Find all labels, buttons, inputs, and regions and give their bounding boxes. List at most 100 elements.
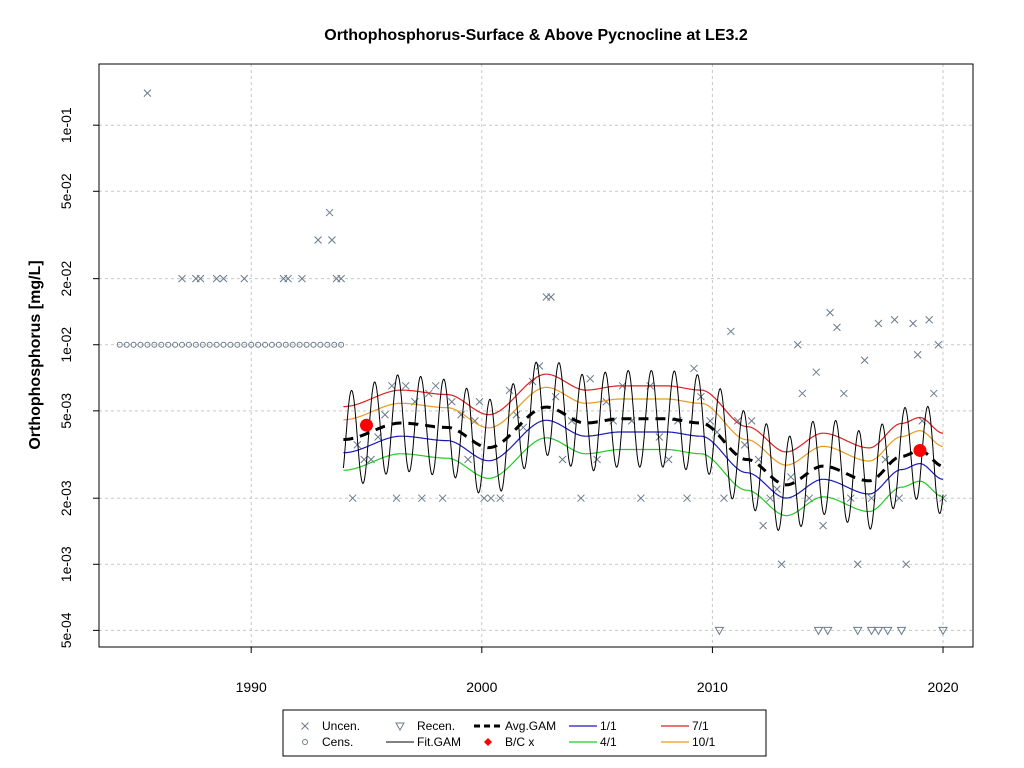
uncensored-point	[766, 494, 774, 503]
censored-point	[206, 341, 213, 348]
curve-10-1	[343, 386, 944, 466]
uncensored-point	[664, 455, 673, 464]
uncensored-point	[388, 381, 396, 390]
censored-point	[282, 341, 289, 348]
uncensored-point	[325, 208, 334, 217]
legend-item: Avg.GAM	[474, 719, 556, 733]
recensored-point	[896, 626, 907, 636]
avg-gam-curve	[343, 405, 943, 487]
grid	[99, 64, 973, 647]
uncensored-point	[381, 410, 389, 419]
legend-label: Avg.GAM	[505, 719, 556, 733]
y-axis: 5e-04 1e-03 2e-03 5e-03 1e-02 2e-02 5e-02 1e-01	[58, 107, 99, 648]
uncensored-point	[655, 433, 664, 441]
gam-curves	[342, 361, 944, 532]
bc-markers	[360, 418, 927, 457]
uncensored-point	[740, 440, 749, 449]
y-tick-label: 1e-01	[58, 107, 74, 143]
uncensored-point	[457, 410, 465, 419]
censored-point	[255, 341, 262, 348]
uncensored-point	[683, 494, 691, 503]
censored-point	[220, 341, 227, 348]
recensored-point	[873, 626, 884, 636]
uncensored-point	[925, 315, 934, 324]
censored-point	[158, 341, 165, 348]
uncensored-point	[219, 274, 228, 283]
censored-point	[144, 341, 151, 348]
uncensored-point	[890, 315, 899, 324]
uncensored-point	[593, 455, 601, 464]
censored-point	[248, 341, 255, 348]
censored-point	[165, 341, 172, 348]
censored-point	[275, 341, 282, 348]
uncensored-point	[577, 494, 585, 503]
censored-point	[268, 341, 275, 348]
legend-item: B/C x	[484, 735, 534, 749]
fit-gam-curve	[342, 361, 944, 532]
uncensored-point	[392, 494, 401, 503]
uncensored-point	[480, 494, 488, 503]
legend-item: 7/1	[661, 719, 709, 733]
uncensored-point	[840, 389, 848, 398]
censored-point	[179, 341, 186, 348]
uncensored-point	[913, 350, 922, 359]
uncensored-point	[727, 327, 735, 336]
uncensored-point	[475, 397, 484, 406]
recensored-point	[714, 626, 725, 636]
uncensored-point	[819, 521, 827, 530]
uncensored-point	[284, 274, 292, 283]
curve-7-1	[343, 373, 943, 453]
uncensored-point	[826, 308, 834, 317]
y-tick-label: 2e-03	[58, 480, 74, 516]
recensored-point	[866, 626, 877, 636]
recensored-point	[822, 626, 833, 636]
legend-label: 10/1	[692, 735, 716, 749]
uncensored-point	[867, 494, 876, 503]
uncensored-point	[833, 323, 841, 332]
censored-point	[296, 341, 303, 348]
legend-item: Uncen.	[301, 719, 360, 733]
censored-point	[130, 341, 137, 348]
censored-point	[137, 341, 144, 348]
uncensored-point	[512, 410, 521, 419]
legend-triangle-icon	[395, 722, 405, 732]
uncensored-point	[812, 368, 821, 377]
legend-diamond-icon	[484, 738, 492, 746]
uncensored-point	[860, 356, 869, 365]
censored-point	[317, 341, 324, 348]
legend-item: Cens.	[302, 735, 353, 749]
uncensored-point	[706, 417, 714, 425]
y-tick-label: 5e-02	[58, 173, 74, 209]
uncensored-point	[747, 417, 756, 425]
uncensored-point	[348, 494, 357, 503]
uncensored-point	[895, 494, 904, 503]
legend-label: Recen.	[417, 719, 455, 733]
legend-item: 1/1	[569, 719, 617, 733]
uncensored-point	[178, 274, 186, 283]
uncensored-point	[438, 494, 447, 503]
bc-marker	[913, 443, 927, 457]
uncensored-point	[786, 473, 795, 481]
x-tick-label: 2010	[697, 679, 728, 695]
uncensored-point	[240, 274, 249, 283]
censored-point	[213, 341, 220, 348]
uncensored-point	[793, 340, 802, 349]
censored-point	[241, 341, 248, 348]
uncensored-point	[637, 494, 645, 503]
censored-point	[289, 341, 296, 348]
uncensored-point	[602, 397, 611, 406]
censored-point	[192, 341, 199, 348]
uncensored-point	[551, 392, 560, 401]
censored-point	[123, 341, 130, 348]
censored-point	[262, 341, 269, 348]
legend-label: B/C x	[505, 735, 534, 749]
uncensored-point	[353, 440, 362, 449]
y-tick-label: 2e-02	[58, 261, 74, 297]
censored-point	[338, 341, 345, 348]
uncensored-point	[212, 274, 221, 283]
uncensored-point	[690, 364, 698, 373]
x-tick-label: 2020	[927, 679, 958, 695]
y-tick-label: 5e-03	[58, 393, 74, 429]
